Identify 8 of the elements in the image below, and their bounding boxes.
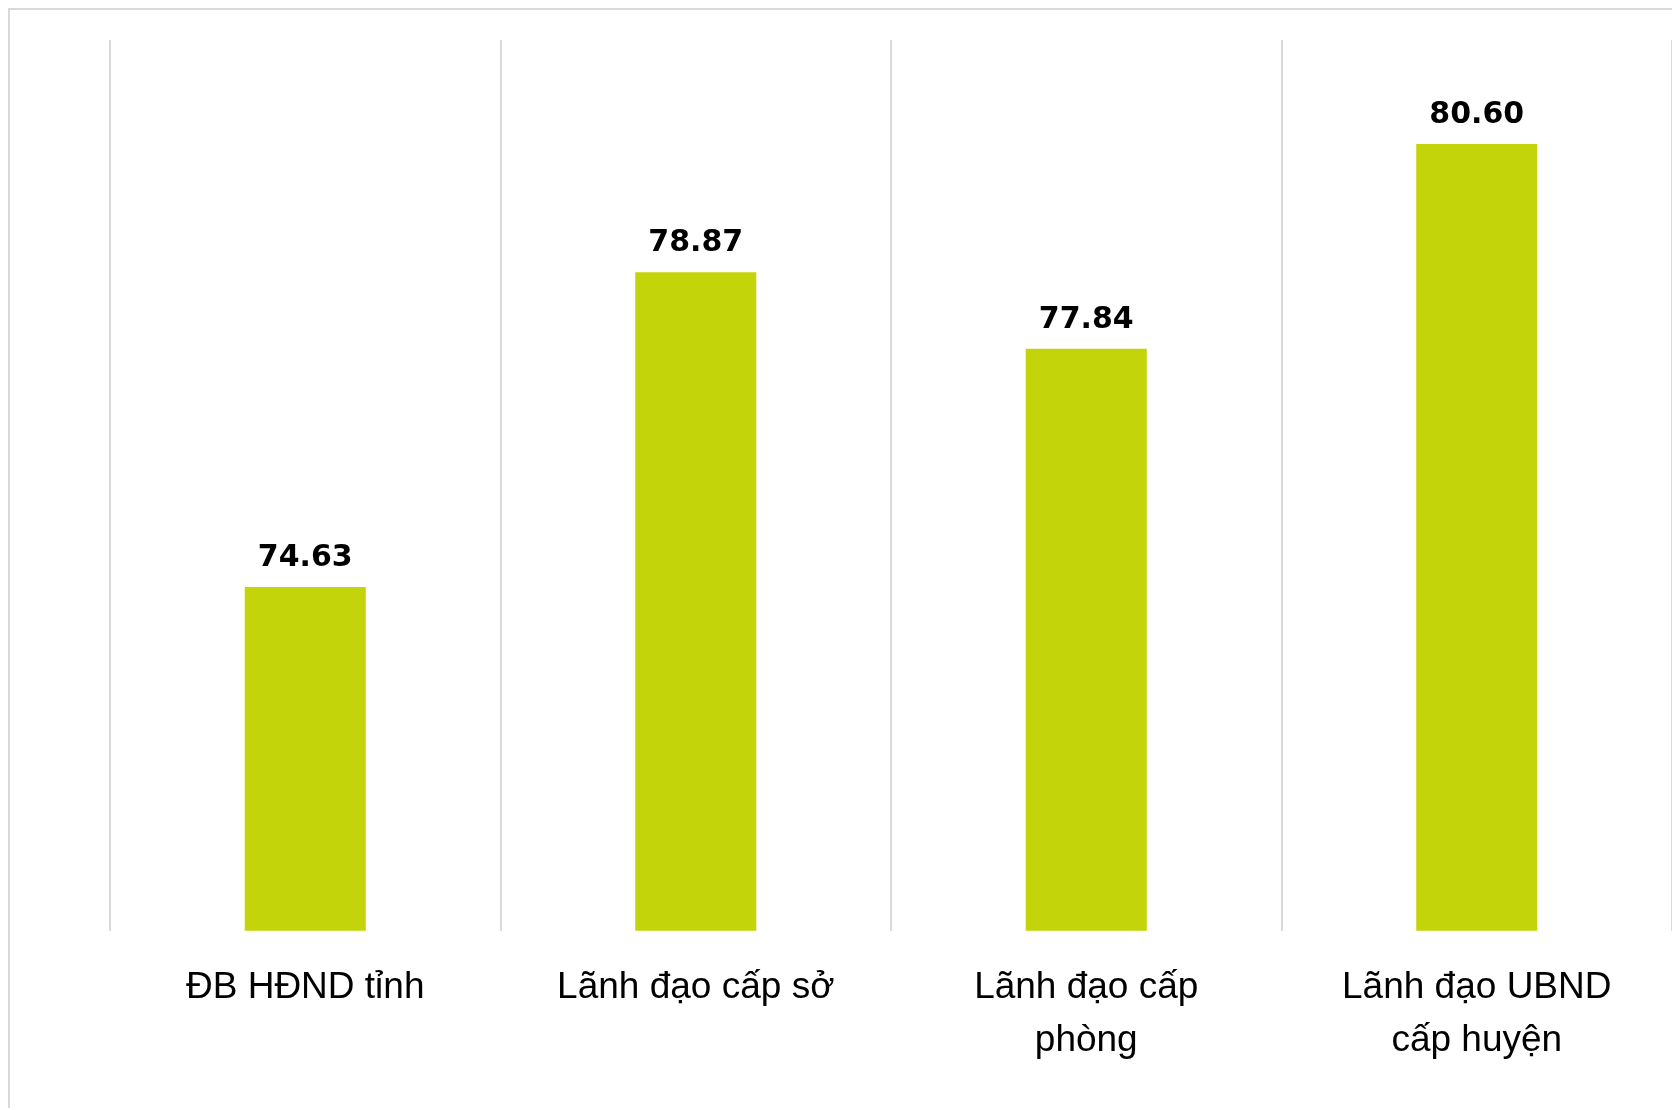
- data-label: 78.87: [648, 223, 744, 259]
- x-tick-label: Lãnh đạo cấp phòng: [974, 964, 1199, 1060]
- x-tick-label: Lãnh đạo cấp sở: [557, 964, 835, 1006]
- x-tick-label: ĐB HĐND tỉnh: [186, 964, 425, 1006]
- data-label: 77.84: [1038, 299, 1134, 335]
- data-label: 74.63: [257, 537, 353, 573]
- x-tick-label: Lãnh đạo UBND cấp huyện: [1342, 964, 1612, 1060]
- data-label: 80.60: [1429, 94, 1525, 130]
